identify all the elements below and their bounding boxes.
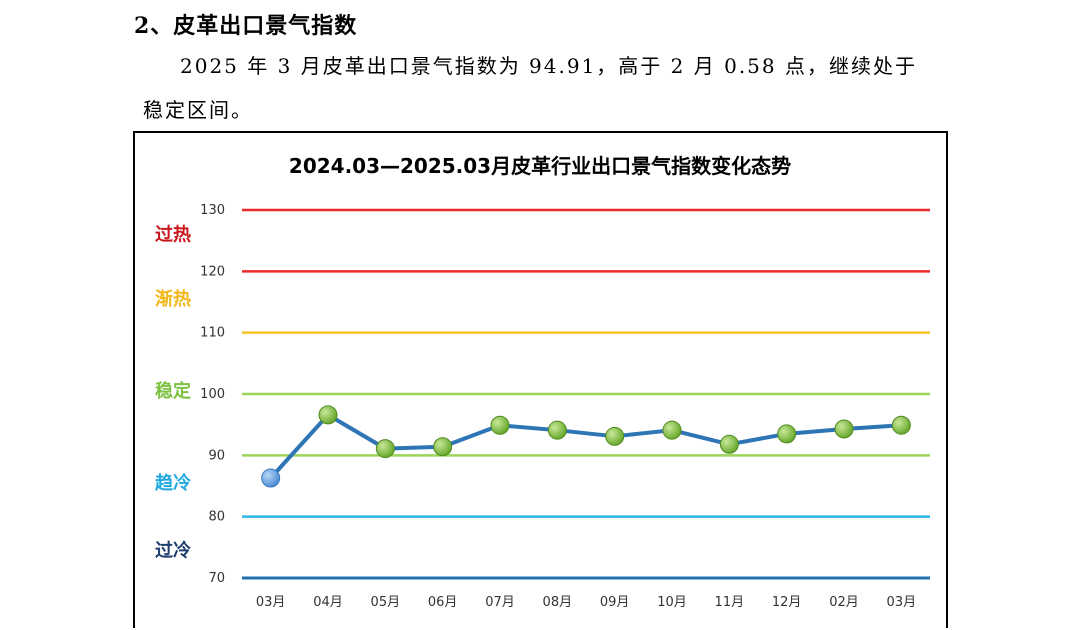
x-tick-label: 06月	[428, 595, 458, 610]
x-tick-label: 02月	[829, 595, 859, 610]
data-point	[891, 415, 911, 435]
section-heading: 2、皮革出口景气指数	[134, 13, 358, 39]
y-tick-label: 100	[200, 387, 225, 402]
data-point	[375, 439, 395, 459]
series-line	[269, 412, 902, 480]
y-tick-label: 80	[208, 510, 225, 525]
y-tick-label: 120	[200, 264, 225, 279]
data-point	[719, 434, 739, 454]
data-point	[547, 420, 567, 440]
data-point	[777, 424, 797, 444]
data-point	[834, 419, 854, 439]
export-index-chart: 2024.03—2025.03月皮革行业出口景气指数变化态势 70 80 90 100 1…	[155, 154, 930, 610]
y-tick-label: 90	[208, 448, 225, 463]
data-point	[605, 426, 625, 446]
x-tick-label: 05月	[371, 595, 401, 610]
data-point	[261, 468, 281, 488]
data-point	[490, 415, 510, 435]
data-point	[318, 405, 338, 425]
data-point	[433, 437, 453, 457]
chart-frame: 2024.03—2025.03月皮革行业出口景气指数变化态势 70 80 90 100 1…	[133, 131, 948, 628]
x-tick-label: 12月	[772, 595, 802, 610]
paragraph-line-2: 稳定区间。	[143, 98, 253, 122]
zone-label: 渐热	[155, 288, 191, 310]
y-tick-label: 110	[200, 326, 225, 341]
y-tick-label: 70	[208, 571, 225, 586]
paragraph-line-1: 2025 年 3 月皮革出口景气指数为 94.91，高于 2 月 0.58 点，…	[180, 54, 917, 78]
y-tick-label: 130	[200, 203, 225, 218]
x-tick-label: 03月	[887, 595, 917, 610]
x-tick-label: 08月	[543, 595, 573, 610]
zone-label: 过热	[155, 224, 191, 246]
x-tick-label: 11月	[715, 595, 745, 610]
x-tick-label: 10月	[657, 595, 687, 610]
x-tick-label: 09月	[600, 595, 630, 610]
zone-label: 趋冷	[155, 472, 191, 494]
zone-label: 稳定	[155, 380, 191, 402]
zone-label: 过冷	[155, 539, 191, 561]
data-point	[662, 420, 682, 440]
x-tick-label: 04月	[313, 595, 343, 610]
chart-title: 2024.03—2025.03月皮革行业出口景气指数变化态势	[289, 154, 791, 178]
x-tick-label: 03月	[256, 595, 286, 610]
x-tick-label: 07月	[485, 595, 515, 610]
